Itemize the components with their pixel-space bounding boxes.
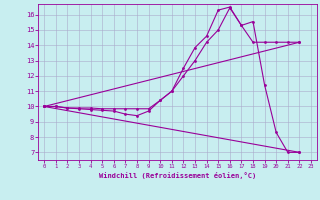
X-axis label: Windchill (Refroidissement éolien,°C): Windchill (Refroidissement éolien,°C): [99, 172, 256, 179]
